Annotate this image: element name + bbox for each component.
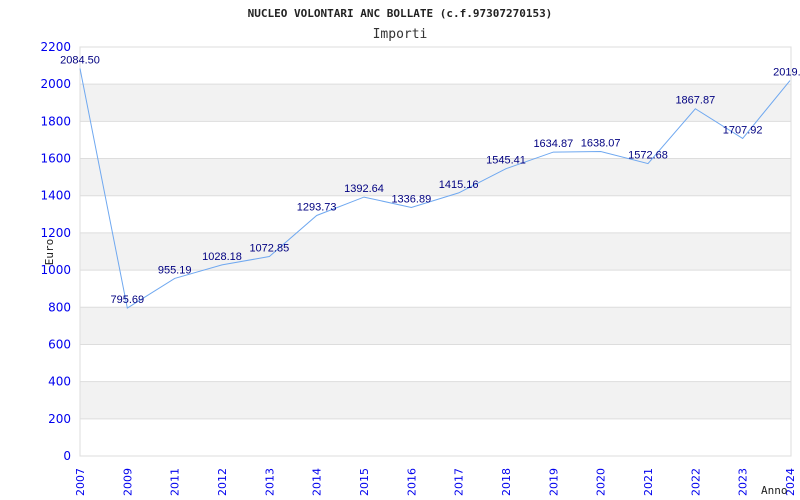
- data-label: 795.69: [111, 294, 145, 306]
- data-label: 1392.64: [344, 183, 384, 195]
- x-tick-label: 2015: [358, 468, 371, 496]
- data-label: 1072.85: [249, 243, 289, 255]
- y-axis-label: Euro: [43, 239, 56, 266]
- y-tick-label: 600: [48, 337, 71, 351]
- data-label: 1638.07: [581, 137, 621, 149]
- x-axis-ticks: 2007 2009 2011 2012 2013 2014 2015 2016 2017 2018…: [74, 468, 797, 496]
- x-tick-label: 2022: [689, 468, 702, 496]
- data-label: 1415.16: [439, 179, 479, 191]
- grid-band: [80, 232, 791, 271]
- y-tick-label: 1800: [40, 114, 71, 128]
- x-tick-label: 2023: [737, 468, 750, 496]
- data-labels: 2084.50 795.69 955.19 1028.18 1072.85 1293.73…: [60, 54, 800, 309]
- grid-band: [80, 158, 791, 196]
- x-tick-label: 2012: [216, 468, 229, 496]
- data-label: 1545.41: [486, 155, 526, 167]
- grid-band: [80, 84, 791, 122]
- x-tick-label: 2019: [547, 468, 560, 496]
- x-tick-label: 2021: [642, 468, 655, 496]
- chart-subtitle: Importi: [373, 27, 428, 42]
- y-tick-label: 0: [63, 449, 71, 463]
- x-tick-label: 2016: [405, 468, 418, 496]
- data-label: 1634.87: [533, 138, 573, 150]
- x-tick-label: 2018: [500, 468, 513, 496]
- x-tick-label: 2024: [784, 468, 797, 496]
- data-label: 1028.18: [202, 251, 242, 263]
- data-label: 1572.68: [628, 150, 668, 162]
- series-line: [79, 68, 791, 309]
- data-label: 2019.7: [773, 67, 800, 79]
- x-tick-label: 2011: [169, 468, 182, 496]
- y-tick-label: 2000: [40, 77, 71, 91]
- y-tick-label: 1200: [40, 226, 71, 240]
- data-label: 1707.92: [723, 124, 763, 136]
- chart-title: NUCLEO VOLONTARI ANC BOLLATE (c.f.973072…: [248, 7, 553, 20]
- data-label: 1867.87: [675, 95, 715, 107]
- x-tick-label: 2009: [121, 468, 134, 496]
- x-axis-label: Anno: [761, 484, 788, 497]
- x-tick-label: 2017: [453, 468, 466, 496]
- x-tick-label: 2014: [311, 468, 324, 496]
- data-label: 955.19: [158, 264, 192, 276]
- data-label: 1336.89: [391, 193, 431, 205]
- plot-area-border: [79, 46, 792, 457]
- x-tick-label: 2020: [595, 468, 608, 496]
- y-tick-label: 1400: [40, 189, 71, 203]
- y-tick-label: 1000: [40, 263, 71, 277]
- grid-bands: [80, 84, 791, 419]
- y-tick-label: 800: [48, 300, 71, 314]
- y-tick-label: 1600: [40, 152, 71, 166]
- data-label: 1293.73: [297, 201, 337, 213]
- y-tick-label: 200: [48, 412, 71, 426]
- x-tick-label: 2007: [74, 468, 87, 496]
- data-label: 2084.50: [60, 54, 100, 66]
- grid-band: [80, 381, 791, 419]
- x-tick-label: 2013: [263, 468, 276, 496]
- y-axis-ticks: 0 200 400 600 800 1000 1200 1400 1600 1800 2000 220…: [40, 40, 71, 463]
- grid-band: [80, 307, 791, 345]
- y-tick-label: 2200: [40, 40, 71, 54]
- y-tick-label: 400: [48, 375, 71, 389]
